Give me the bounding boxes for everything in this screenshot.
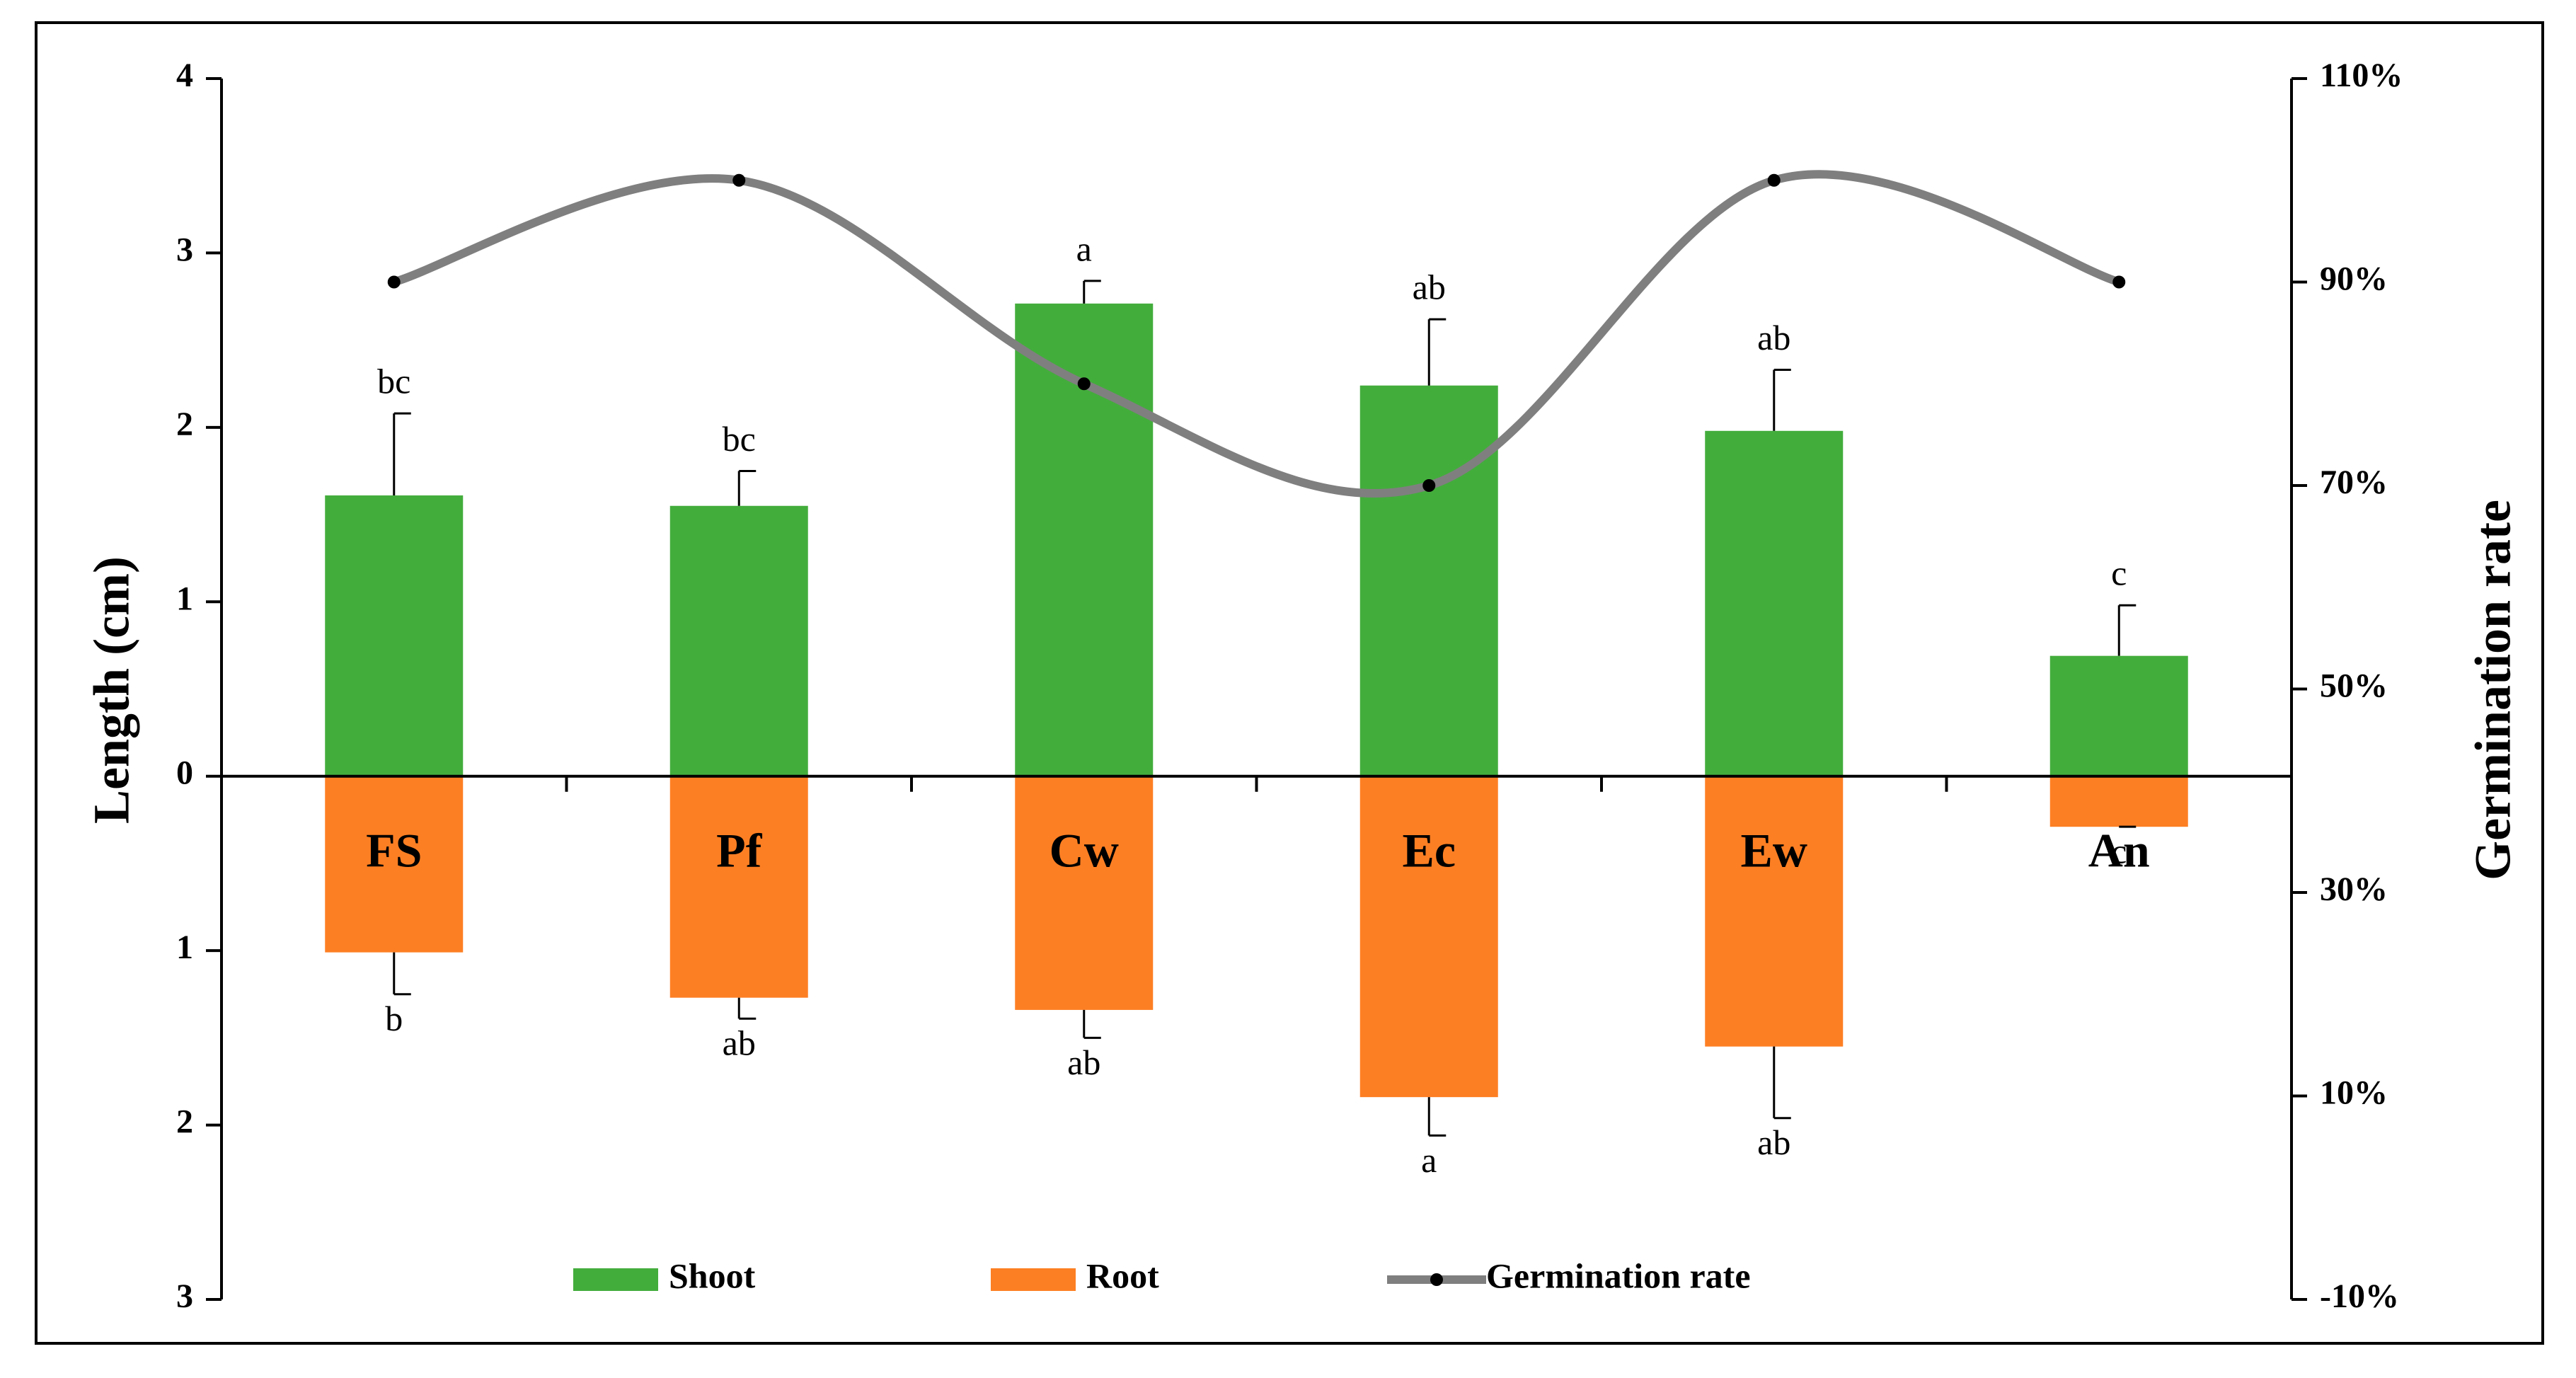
y2-tick-label: 70%: [2320, 464, 2388, 501]
y2-axis-title: Germination rate: [2465, 500, 2522, 880]
bar: [669, 505, 808, 776]
bar: [1359, 385, 1498, 776]
bar: [2049, 655, 2188, 776]
significance-letter: ab: [723, 1023, 756, 1063]
y-tick-label: 3: [176, 231, 193, 268]
significance-letter: ab: [1067, 1043, 1100, 1082]
category-label: Cw: [1050, 823, 1119, 877]
y2-tick-label: 30%: [2320, 871, 2388, 908]
y-tick-label: 4: [176, 57, 193, 94]
category-label: Pf: [716, 823, 763, 877]
legend-swatch: [991, 1268, 1076, 1291]
category-label: Ec: [1402, 823, 1456, 877]
bar: [1705, 776, 1844, 1047]
category-label: FS: [366, 823, 422, 877]
bar: [325, 776, 464, 953]
legend-label: Germination rate: [1486, 1256, 1751, 1295]
significance-letter: c: [2111, 832, 2127, 871]
significance-letter: a: [1421, 1140, 1437, 1180]
bar: [1015, 776, 1154, 1010]
y-tick-label: 1: [176, 929, 193, 966]
y-tick-label: 3: [176, 1277, 193, 1315]
legend-label: Root: [1086, 1256, 1159, 1295]
category-label: Ew: [1741, 823, 1807, 877]
legend-swatch: [573, 1268, 658, 1291]
y-tick-label: 2: [176, 1103, 193, 1141]
y2-tick-label: 110%: [2320, 57, 2403, 94]
bar: [2049, 776, 2188, 827]
significance-letter: a: [1076, 229, 1092, 268]
bar: [669, 776, 808, 998]
y2-tick-label: 50%: [2320, 667, 2388, 705]
legend-point: [1430, 1273, 1443, 1286]
germination-line: [393, 170, 2120, 498]
significance-letter: c: [2111, 553, 2127, 593]
significance-letter: bc: [377, 362, 410, 401]
line-point: [387, 275, 401, 289]
category-label: An: [2088, 823, 2150, 877]
bar: [1015, 303, 1154, 776]
y-axis-title: Length (cm): [84, 556, 140, 824]
y-tick-label: 0: [176, 754, 193, 792]
significance-letter: bc: [723, 419, 756, 459]
y2-tick-label: 90%: [2320, 260, 2388, 298]
line-point: [1422, 479, 1436, 492]
y2-tick-label: -10%: [2320, 1277, 2399, 1315]
line-point: [1077, 377, 1091, 391]
significance-letter: ab: [1413, 268, 1446, 307]
legend-label: Shoot: [669, 1256, 756, 1295]
bar: [325, 495, 464, 776]
significance-letter: ab: [1757, 1123, 1790, 1162]
y-tick-label: 1: [176, 580, 193, 617]
line-point: [732, 173, 746, 187]
y-tick-label: 2: [176, 406, 193, 443]
y2-tick-label: 10%: [2320, 1074, 2388, 1112]
line-point: [1767, 173, 1781, 187]
significance-letter: b: [385, 999, 403, 1038]
bar: [1705, 430, 1844, 776]
bar: [1359, 776, 1498, 1098]
chart-frame: [35, 21, 2544, 1345]
significance-letter: ab: [1757, 318, 1790, 357]
line-point: [2112, 275, 2126, 289]
